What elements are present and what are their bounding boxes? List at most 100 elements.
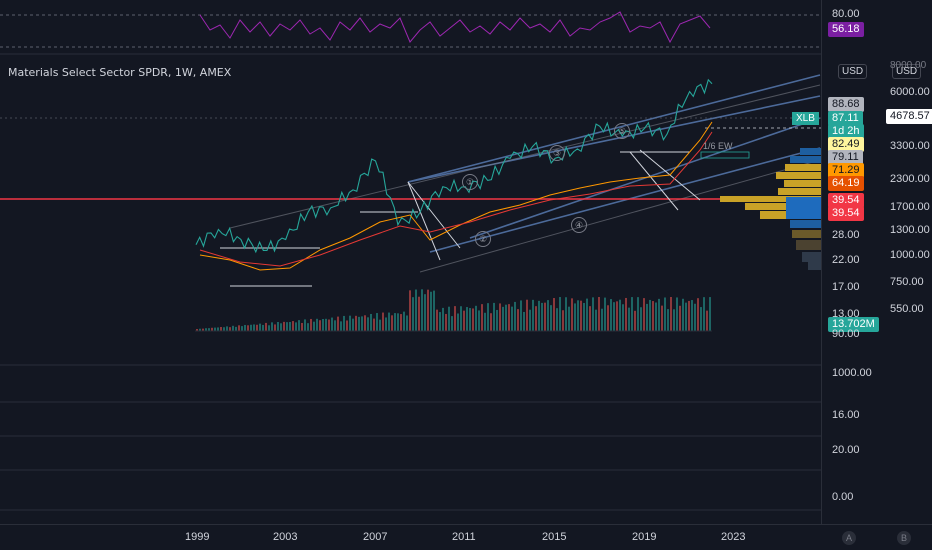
price-tick-right: 1300.00: [890, 224, 930, 236]
price-badge-orange: 71.29: [828, 163, 864, 178]
volume-bar: [709, 297, 711, 331]
volume-bar: [304, 319, 306, 331]
volume-bar: [472, 308, 474, 331]
volume-bar: [256, 324, 258, 331]
volume-bar: [229, 327, 231, 331]
volume-bar: [655, 302, 657, 331]
volume-bar: [370, 313, 372, 331]
year-label: 2007: [363, 531, 388, 543]
time-axis[interactable]: 1999 2003 2007 2011 2015 2019 2023 A B: [0, 524, 932, 550]
volume-bar: [328, 319, 330, 331]
volume-bar: [523, 311, 525, 331]
volume-bar: [379, 319, 381, 331]
wave-label-2[interactable]: ②: [475, 231, 491, 247]
volume-badge: 13.702M: [828, 317, 879, 332]
volume-bar: [316, 318, 318, 331]
range-boxes: [220, 149, 701, 287]
price-badge-high: 88.68: [828, 97, 864, 112]
volume-bar: [682, 298, 684, 331]
price-tick-right: 1000.00: [890, 249, 930, 261]
volume-bar: [307, 323, 309, 331]
price-tick-right: 550.00: [890, 303, 924, 315]
auto-scale-button[interactable]: A: [842, 531, 856, 545]
volume-bar: [667, 309, 669, 331]
price-axis[interactable]: 80.00 56.18 88.68 87.11 1d 2h 82.49 79.1…: [821, 0, 932, 525]
volume-bar: [520, 300, 522, 331]
volume-bar: [547, 300, 549, 331]
price-badge-red-orange: 64.19: [828, 176, 864, 191]
volume-bar: [568, 306, 570, 331]
currency-button-left[interactable]: USD: [838, 64, 868, 79]
volume-bar: [400, 314, 402, 331]
chart-title[interactable]: Materials Select Sector SPDR, 1W, AMEX: [8, 66, 232, 79]
wave-label-4[interactable]: ④: [571, 217, 587, 233]
rsi-value-badge: 56.18: [828, 22, 864, 37]
volume-bar: [445, 313, 447, 331]
gray-channel: [229, 84, 821, 273]
volume-bar: [271, 322, 273, 331]
volume-bar: [634, 310, 636, 331]
volume-bar: [481, 304, 483, 331]
volume-bar: [361, 316, 363, 331]
volume-bar: [415, 289, 417, 331]
volume-bar: [613, 302, 615, 331]
volume-bar: [277, 321, 279, 331]
price-tick-right: 2300.00: [890, 173, 930, 185]
year-label: 2003: [273, 531, 298, 543]
wave-label-5[interactable]: ⑤: [614, 123, 630, 139]
price-tick: 16.00: [832, 409, 860, 421]
volume-bar: [589, 306, 591, 331]
volume-bar: [283, 321, 285, 331]
price-tick: 0.00: [832, 491, 854, 503]
countdown-badge: 1d 2h: [828, 124, 864, 139]
volume-bar: [313, 321, 315, 331]
volume-bar: [679, 305, 681, 331]
volume-bar: [430, 291, 432, 331]
volume-bar: [391, 315, 393, 331]
volume-bar: [700, 307, 702, 331]
volume-bar: [586, 298, 588, 331]
volume-bar: [670, 297, 672, 331]
wave-label-1[interactable]: ①: [462, 174, 478, 190]
volume-bar: [262, 324, 264, 331]
volume-bar: [268, 325, 270, 331]
volume-bar: [349, 315, 351, 331]
year-label: 2011: [452, 531, 476, 543]
volume-bar: [511, 306, 513, 331]
volume-bar: [469, 308, 471, 331]
price-tick-right: 3300.00: [890, 140, 930, 152]
price-tick: 17.00: [832, 281, 860, 293]
currency-button-right[interactable]: USD: [892, 64, 922, 79]
volume-bar: [259, 323, 261, 331]
year-label: 2019: [632, 531, 657, 543]
volume-bar: [604, 297, 606, 331]
volume-bar: [493, 302, 495, 331]
volume-bar: [442, 307, 444, 331]
volume-bar: [499, 303, 501, 331]
volume-bar: [706, 310, 708, 331]
trend-channels: [407, 74, 821, 253]
volume-bar: [427, 289, 429, 331]
volume-bar: [226, 326, 228, 331]
volume-bar: [688, 300, 690, 331]
volume-bar: [649, 299, 651, 331]
volume-bar: [544, 302, 546, 331]
wave-label-3[interactable]: ③: [549, 145, 565, 161]
index-price-badge: 4678.57: [886, 109, 932, 124]
rsi-upper-label: 80.00: [832, 8, 860, 20]
volume-bar: [637, 297, 639, 331]
volume-bar: [337, 316, 339, 331]
volume-bar: [517, 309, 519, 331]
volume-bar: [607, 305, 609, 331]
settings-button[interactable]: B: [897, 531, 911, 545]
volume-bar: [601, 308, 603, 331]
volume-bar: [355, 315, 357, 331]
volume-bar: [220, 326, 222, 331]
volume-bar: [310, 318, 312, 331]
volume-bar: [298, 320, 300, 331]
volume-bar: [466, 307, 468, 331]
volume-bar: [421, 289, 423, 331]
volume-bar: [301, 322, 303, 331]
volume-bar: [532, 299, 534, 331]
